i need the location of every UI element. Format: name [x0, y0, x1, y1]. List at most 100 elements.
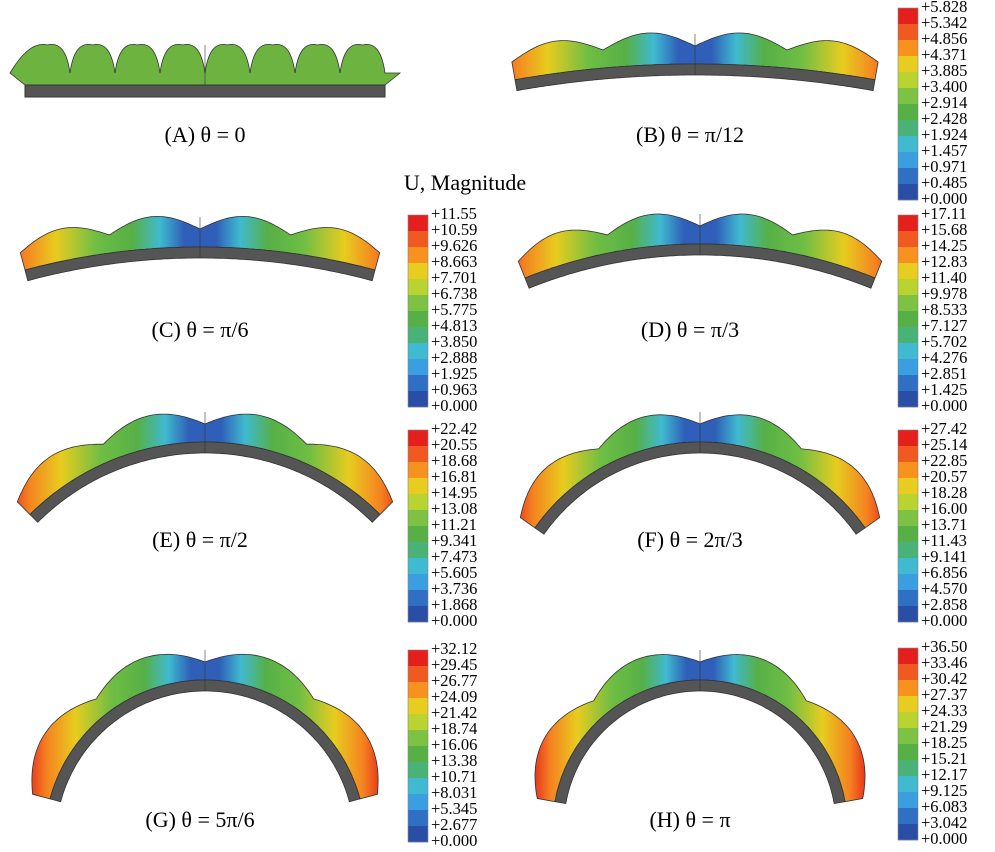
colorbar-label: +0.000	[921, 396, 967, 415]
panel-label: (D) θ = π/3	[641, 317, 739, 342]
colorbar-band	[408, 391, 428, 407]
colorbar-band	[898, 104, 918, 120]
colorbar-band	[408, 327, 428, 343]
panel: (F) θ = 2π/3+27.42+25.14+22.85+20.57+18.…	[520, 412, 967, 630]
colorbar-band	[898, 152, 918, 168]
colorbar-band	[408, 606, 428, 622]
colorbar-band	[898, 824, 918, 840]
panel: (D) θ = π/3 +17.11+15.68+14.25+12.83+11.4…	[518, 204, 967, 415]
colorbar-band	[898, 542, 918, 558]
panel-label: (B) θ = π/12	[636, 122, 744, 147]
panel: (H) θ = π +36.50+33.46+30.42+27.37+24.33+…	[535, 637, 967, 848]
colorbar-label: +0.000	[921, 611, 967, 630]
colorbar-band	[898, 8, 918, 24]
colorbar-band	[898, 120, 918, 136]
colorbar-band	[898, 215, 918, 231]
colorbar-band	[408, 510, 428, 526]
colorbar-band	[898, 808, 918, 824]
colorbar-band	[898, 526, 918, 542]
colorbar-band	[898, 696, 918, 712]
colorbar-label: +0.000	[431, 831, 477, 850]
colorbar-band	[408, 730, 428, 746]
colorbar-band	[408, 343, 428, 359]
colorbar-label: +0.000	[431, 396, 477, 415]
colorbar-band	[898, 24, 918, 40]
panel: (A) θ = 0	[10, 44, 400, 147]
colorbar-band	[898, 375, 918, 391]
colorbar-band	[898, 311, 918, 327]
panel: (G) θ = 5π/6+32.12+29.45+26.77+24.09+21.…	[32, 639, 478, 850]
colorbar-band	[898, 776, 918, 792]
colorbar-band	[408, 826, 428, 842]
colorbar-band	[408, 215, 428, 231]
colorbar-band	[408, 279, 428, 295]
colorbar-band	[408, 311, 428, 327]
colorbar-band	[898, 462, 918, 478]
panel: (B) θ = π/12 +5.828+5.342+4.856+4.371+3.8…	[512, 0, 968, 208]
colorbar-band	[898, 728, 918, 744]
colorbar-band	[898, 40, 918, 56]
colorbar-band	[898, 494, 918, 510]
colorbar-band	[898, 263, 918, 279]
colorbar-band	[898, 558, 918, 574]
colorbar-band	[408, 650, 428, 666]
colorbar-band	[408, 359, 428, 375]
colorbar-band	[408, 478, 428, 494]
colorbar-band	[408, 295, 428, 311]
panel-label: (H) θ = π	[649, 807, 730, 832]
colorbar-band	[408, 558, 428, 574]
colorbar-band	[898, 168, 918, 184]
colorbar: +22.42+20.55+18.68+16.81+14.95+13.08+11.…	[408, 419, 477, 630]
panel-label: (F) θ = 2π/3	[637, 527, 743, 552]
colorbar-band	[898, 279, 918, 295]
colorbar-band	[408, 430, 428, 446]
colorbar-band	[898, 680, 918, 696]
colorbar-band	[408, 778, 428, 794]
colorbar-band	[898, 446, 918, 462]
colorbar-band	[898, 792, 918, 808]
colorbar: +36.50+33.46+30.42+27.37+24.33+21.29+18.…	[898, 637, 967, 848]
colorbar-band	[898, 712, 918, 728]
colorbar-band	[408, 698, 428, 714]
colorbar-band	[898, 648, 918, 664]
colorbar-band	[898, 391, 918, 407]
colorbar-band	[408, 462, 428, 478]
colorbar-band	[898, 478, 918, 494]
colorbar-band	[898, 760, 918, 776]
colorbar-band	[408, 794, 428, 810]
colorbar-band	[408, 446, 428, 462]
colorbar-band	[898, 72, 918, 88]
colorbar-band	[408, 526, 428, 542]
colorbar-band	[898, 231, 918, 247]
colorbar-band	[408, 494, 428, 510]
colorbar-band	[408, 231, 428, 247]
colorbar: +11.55+10.59+9.626+8.663+7.701+6.738+5.7…	[408, 204, 477, 415]
colorbar-band	[408, 574, 428, 590]
colorbar-band	[898, 664, 918, 680]
colorbar-band	[408, 810, 428, 826]
colorbar-band	[898, 295, 918, 311]
colorbar-label: +0.000	[921, 829, 967, 848]
colorbar-band	[408, 666, 428, 682]
figure: U, Magnitude (A) θ = 0 (B) θ = π/12 +5.828…	[0, 0, 995, 852]
colorbar-band	[408, 375, 428, 391]
colorbar: +17.11+15.68+14.25+12.83+11.40+9.978+8.5…	[898, 204, 967, 415]
colorbar: +5.828+5.342+4.856+4.371+3.885+3.400+2.9…	[898, 0, 967, 208]
panel-label: (A) θ = 0	[165, 122, 246, 147]
colorbar-band	[898, 744, 918, 760]
panel-label: (G) θ = 5π/6	[145, 807, 254, 832]
colorbar-band	[898, 136, 918, 152]
panel-label: (C) θ = π/6	[152, 317, 249, 342]
colorbar-band	[898, 574, 918, 590]
colorbar-band	[898, 56, 918, 72]
colorbar-band	[898, 359, 918, 375]
colorbar-band	[898, 88, 918, 104]
figure-title: U, Magnitude	[404, 170, 526, 195]
colorbar-band	[898, 327, 918, 343]
substrate	[25, 85, 385, 97]
colorbar-band	[898, 510, 918, 526]
colorbar-band	[408, 762, 428, 778]
colorbar-band	[898, 590, 918, 606]
colorbar-band	[898, 430, 918, 446]
panel: (E) θ = π/2+22.42+20.55+18.68+16.81+14.9…	[17, 412, 477, 630]
